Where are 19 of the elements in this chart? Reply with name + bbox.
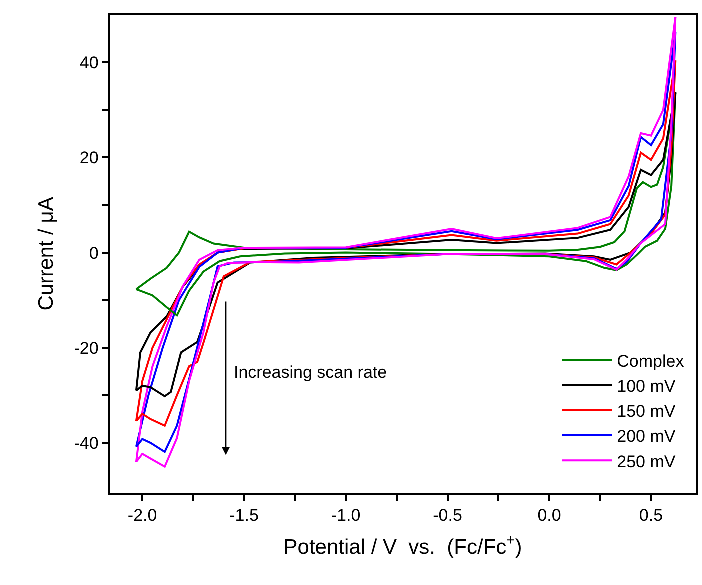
- x-tick-label: 0.5: [639, 506, 664, 526]
- legend-label: Complex: [617, 352, 685, 371]
- x-tick-label: 0.0: [538, 506, 562, 526]
- annotation: Increasing scan rate: [234, 363, 388, 382]
- legend-label: 100 mV: [617, 376, 676, 396]
- y-tick-label: 20: [80, 148, 99, 168]
- legend-label: 150 mV: [617, 402, 676, 422]
- x-tick-label: -2.0: [128, 506, 158, 526]
- y-tick-label: -20: [74, 338, 99, 358]
- legend-label: 200 mV: [617, 427, 676, 446]
- x-tick-label: -0.5: [433, 506, 462, 526]
- y-tick-label: 0: [89, 244, 99, 263]
- y-axis-title: Current / μA: [34, 197, 58, 311]
- legend-label: 250 mV: [617, 452, 676, 472]
- x-tick-label: -1.0: [331, 506, 361, 526]
- x-axis-title: Potential / V vs. (Fc/Fc$^{+}$): [284, 533, 522, 559]
- y-tick-label: -40: [74, 434, 99, 454]
- y-tick-label: 40: [80, 54, 99, 73]
- x-tick-label: -1.5: [230, 506, 259, 526]
